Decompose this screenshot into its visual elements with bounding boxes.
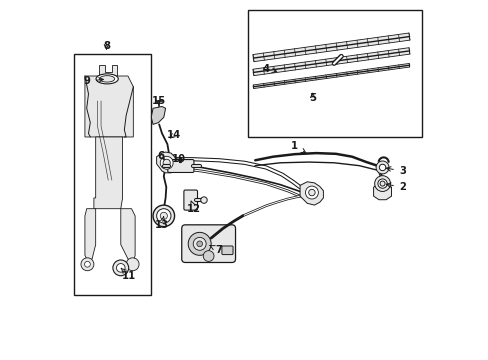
Polygon shape — [252, 48, 409, 76]
Circle shape — [379, 164, 385, 171]
Circle shape — [203, 251, 214, 261]
Circle shape — [193, 237, 206, 250]
Text: 2: 2 — [386, 182, 405, 192]
Text: 4: 4 — [262, 64, 276, 74]
Polygon shape — [94, 137, 122, 209]
Circle shape — [308, 189, 314, 196]
Circle shape — [379, 181, 384, 186]
Circle shape — [196, 241, 202, 247]
Bar — [74, 54, 151, 295]
Bar — [247, 10, 421, 137]
Circle shape — [201, 197, 207, 203]
Polygon shape — [253, 63, 409, 89]
Polygon shape — [156, 152, 176, 173]
Text: 13: 13 — [155, 217, 169, 230]
Text: 14: 14 — [166, 130, 180, 140]
Circle shape — [156, 209, 171, 223]
Text: 15: 15 — [151, 96, 165, 106]
Circle shape — [160, 156, 173, 169]
Circle shape — [153, 205, 174, 226]
Polygon shape — [85, 76, 133, 137]
Circle shape — [160, 212, 167, 220]
Ellipse shape — [100, 76, 115, 82]
Polygon shape — [151, 107, 165, 125]
Polygon shape — [373, 184, 391, 200]
Text: 9: 9 — [84, 76, 103, 86]
Text: 6: 6 — [158, 150, 164, 161]
Circle shape — [163, 159, 170, 166]
FancyBboxPatch shape — [182, 225, 235, 262]
Circle shape — [113, 260, 128, 276]
FancyBboxPatch shape — [167, 159, 194, 172]
Circle shape — [116, 264, 125, 272]
FancyBboxPatch shape — [222, 246, 233, 255]
Polygon shape — [121, 209, 135, 262]
Text: 3: 3 — [386, 166, 405, 176]
Text: 10: 10 — [172, 154, 186, 164]
Circle shape — [84, 261, 90, 267]
Circle shape — [377, 179, 386, 188]
Text: 5: 5 — [308, 93, 315, 103]
Polygon shape — [300, 182, 323, 205]
Text: 11: 11 — [121, 268, 136, 281]
Ellipse shape — [96, 74, 118, 84]
Circle shape — [375, 161, 388, 174]
Circle shape — [188, 232, 211, 255]
Polygon shape — [252, 33, 409, 62]
Circle shape — [81, 258, 94, 271]
Text: 7: 7 — [209, 245, 222, 255]
Circle shape — [305, 186, 318, 199]
Text: 1: 1 — [290, 141, 305, 153]
Text: 8: 8 — [103, 41, 110, 50]
Text: 12: 12 — [187, 201, 201, 215]
FancyBboxPatch shape — [183, 190, 197, 210]
Circle shape — [126, 258, 139, 271]
Circle shape — [374, 176, 389, 192]
Polygon shape — [99, 65, 117, 76]
Polygon shape — [85, 209, 96, 262]
